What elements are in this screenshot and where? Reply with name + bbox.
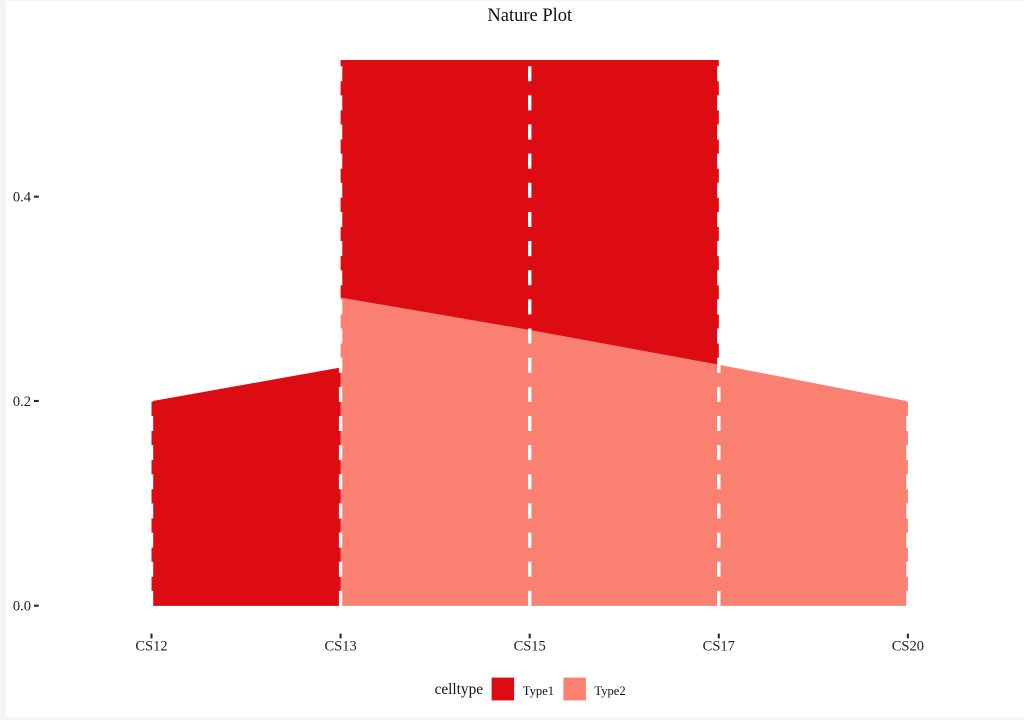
svg-text:CS17: CS17 (703, 639, 735, 655)
svg-text:celltype: celltype (435, 681, 484, 698)
svg-text:CS20: CS20 (892, 639, 924, 655)
svg-text:0.4: 0.4 (13, 190, 32, 206)
svg-text:Type2: Type2 (594, 684, 625, 698)
svg-text:CS15: CS15 (514, 639, 546, 655)
svg-text:CS12: CS12 (135, 639, 167, 655)
svg-text:CS13: CS13 (324, 639, 356, 655)
svg-text:0.0: 0.0 (13, 599, 31, 615)
svg-text:Type1: Type1 (523, 684, 554, 698)
svg-text:Nature Plot: Nature Plot (487, 6, 573, 26)
svg-text:0.2: 0.2 (13, 394, 31, 410)
